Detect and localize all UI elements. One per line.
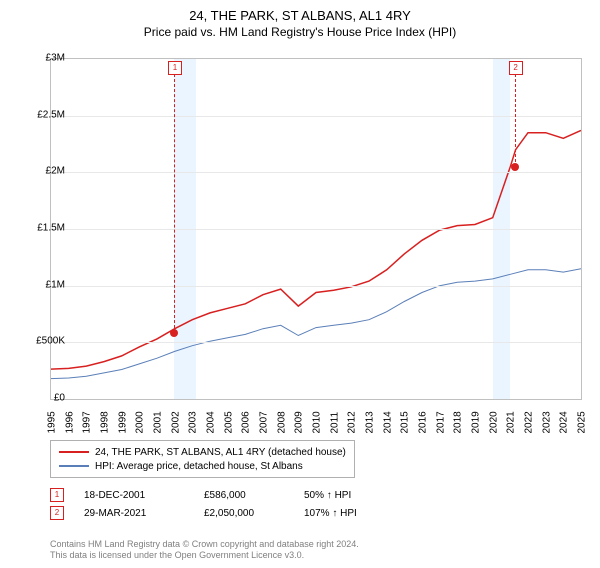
- x-tick-label: 2020: [488, 411, 499, 433]
- x-tick-label: 2021: [506, 411, 517, 433]
- x-tick-label: 2019: [471, 411, 482, 433]
- sale-date: 18-DEC-2001: [84, 490, 204, 501]
- marker-dot: [511, 163, 519, 171]
- y-tick-label: £1.5M: [37, 223, 65, 234]
- marker-label-box: 2: [509, 61, 523, 75]
- x-tick-label: 2023: [541, 411, 552, 433]
- sale-price: £586,000: [204, 490, 304, 501]
- footer-line-1: Contains HM Land Registry data © Crown c…: [50, 539, 359, 551]
- gridline-h: [51, 116, 581, 117]
- series-line-property_price: [51, 130, 581, 369]
- y-tick-label: £1M: [46, 279, 65, 290]
- y-tick-label: £2.5M: [37, 109, 65, 120]
- sale-hpi-delta: 50% ↑ HPI: [304, 490, 404, 501]
- footer-attribution: Contains HM Land Registry data © Crown c…: [50, 539, 359, 562]
- x-tick-label: 2000: [135, 411, 146, 433]
- legend-label: 24, THE PARK, ST ALBANS, AL1 4RY (detach…: [95, 447, 346, 458]
- x-tick-label: 1996: [64, 411, 75, 433]
- chart-plot-area: 12: [50, 58, 582, 400]
- legend-swatch: [59, 465, 89, 467]
- chart-container: 24, THE PARK, ST ALBANS, AL1 4RY Price p…: [0, 8, 600, 568]
- x-tick-label: 2024: [559, 411, 570, 433]
- x-tick-label: 2025: [577, 411, 588, 433]
- x-tick-label: 2014: [382, 411, 393, 433]
- sale-row: 1 18-DEC-2001 £586,000 50% ↑ HPI: [50, 486, 404, 504]
- sale-marker-icon: 1: [50, 488, 64, 502]
- x-tick-label: 1995: [47, 411, 58, 433]
- footer-line-2: This data is licensed under the Open Gov…: [50, 550, 359, 562]
- x-tick-label: 1997: [82, 411, 93, 433]
- y-tick-label: £3M: [46, 53, 65, 64]
- marker-guideline: [174, 74, 175, 333]
- x-tick-label: 2018: [453, 411, 464, 433]
- gridline-h: [51, 342, 581, 343]
- legend-label: HPI: Average price, detached house, St A…: [95, 461, 303, 472]
- sale-hpi-delta: 107% ↑ HPI: [304, 508, 404, 519]
- legend-item: 24, THE PARK, ST ALBANS, AL1 4RY (detach…: [59, 445, 346, 459]
- chart-title: 24, THE PARK, ST ALBANS, AL1 4RY: [0, 8, 600, 23]
- marker-guideline: [515, 74, 516, 167]
- sales-table: 1 18-DEC-2001 £586,000 50% ↑ HPI 2 29-MA…: [50, 486, 404, 522]
- marker-label-box: 1: [168, 61, 182, 75]
- y-tick-label: £0: [54, 393, 65, 404]
- x-tick-label: 1999: [117, 411, 128, 433]
- sale-date: 29-MAR-2021: [84, 508, 204, 519]
- chart-subtitle: Price paid vs. HM Land Registry's House …: [0, 25, 600, 39]
- x-tick-label: 2005: [223, 411, 234, 433]
- x-tick-label: 2015: [400, 411, 411, 433]
- y-tick-label: £500K: [36, 336, 65, 347]
- sale-row: 2 29-MAR-2021 £2,050,000 107% ↑ HPI: [50, 504, 404, 522]
- x-tick-label: 2002: [170, 411, 181, 433]
- x-tick-label: 2012: [347, 411, 358, 433]
- gridline-h: [51, 229, 581, 230]
- x-tick-label: 2006: [241, 411, 252, 433]
- gridline-h: [51, 172, 581, 173]
- x-tick-label: 2001: [153, 411, 164, 433]
- x-tick-label: 2010: [312, 411, 323, 433]
- x-tick-label: 2003: [188, 411, 199, 433]
- x-tick-label: 2022: [524, 411, 535, 433]
- gridline-h: [51, 286, 581, 287]
- y-tick-label: £2M: [46, 166, 65, 177]
- x-tick-label: 2017: [435, 411, 446, 433]
- x-tick-label: 2007: [259, 411, 270, 433]
- marker-dot: [170, 329, 178, 337]
- x-tick-label: 2011: [329, 412, 340, 434]
- legend-item: HPI: Average price, detached house, St A…: [59, 459, 346, 473]
- x-tick-label: 1998: [100, 411, 111, 433]
- x-tick-label: 2008: [276, 411, 287, 433]
- sale-marker-icon: 2: [50, 506, 64, 520]
- x-axis-labels: 1995 1996 1997 1998 1999 2000 2001 2002 2003 2004…: [50, 400, 580, 440]
- chart-legend: 24, THE PARK, ST ALBANS, AL1 4RY (detach…: [50, 440, 355, 478]
- sale-price: £2,050,000: [204, 508, 304, 519]
- x-tick-label: 2013: [365, 411, 376, 433]
- x-tick-label: 2009: [294, 411, 305, 433]
- legend-swatch: [59, 451, 89, 453]
- x-tick-label: 2004: [206, 411, 217, 433]
- x-tick-label: 2016: [418, 411, 429, 433]
